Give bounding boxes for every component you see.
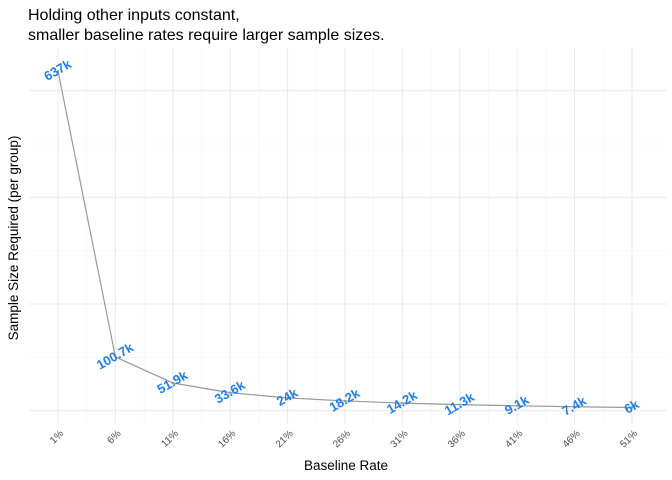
data-point <box>343 399 347 403</box>
x-tick-label: 11% <box>160 428 181 449</box>
x-tick-label: 51% <box>618 428 640 450</box>
x-tick-label: 16% <box>216 428 238 450</box>
data-point <box>229 391 232 394</box>
data-point <box>516 404 519 408</box>
data-point <box>458 403 461 406</box>
chart-title: Holding other inputs constant, smaller b… <box>28 6 385 46</box>
x-axis-title: Baseline Rate <box>304 458 388 473</box>
data-point <box>630 406 634 409</box>
x-tick-labels: 1% 6% 11% 16% 21% 26% 31% 36% 41% 46% 51% <box>48 428 640 450</box>
data-point <box>171 381 174 385</box>
chart-title-line-1: Holding other inputs constant, <box>28 7 240 24</box>
x-tick-label: 1% <box>48 428 66 446</box>
x-tick-label: 31% <box>389 428 411 450</box>
x-tick-label: 46% <box>561 428 583 450</box>
gridlines <box>30 48 666 424</box>
data-points <box>56 69 634 409</box>
data-point <box>286 396 289 400</box>
y-axis-title: Sample Size Required (per group) <box>6 136 21 341</box>
data-point <box>401 401 404 405</box>
data-point <box>573 405 576 408</box>
x-tick-label: 6% <box>106 428 124 446</box>
x-tick-label: 26% <box>331 428 353 450</box>
data-label: 6k <box>621 396 642 417</box>
chart-title-line-2: smaller baseline rates require larger sa… <box>28 27 385 44</box>
x-tick-label: 41% <box>503 428 525 450</box>
data-label: 24k <box>274 385 301 409</box>
x-tick-label: 21% <box>274 428 296 450</box>
x-tick-label: 36% <box>446 428 468 450</box>
data-point <box>56 69 60 73</box>
data-point <box>114 355 117 359</box>
